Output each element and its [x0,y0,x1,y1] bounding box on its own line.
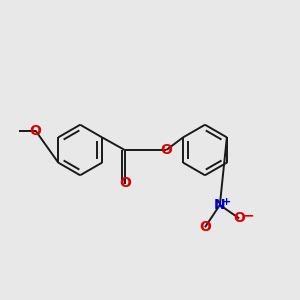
Text: O: O [160,143,172,157]
Text: O: O [30,124,41,138]
Text: +: + [222,197,231,207]
Text: −: − [242,208,254,222]
Text: N: N [214,198,226,212]
Text: O: O [199,220,211,234]
Text: O: O [119,176,131,190]
Text: O: O [233,212,245,225]
